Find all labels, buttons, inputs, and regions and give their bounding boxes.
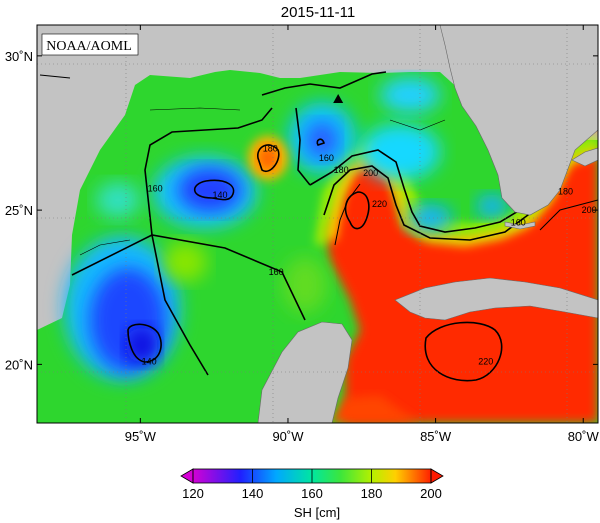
contour-label: 160	[511, 218, 526, 228]
contour-label: 200	[363, 168, 378, 178]
contour-label: 140	[142, 356, 157, 366]
y-axis: 20˚N 25˚N 30˚N	[5, 49, 598, 372]
contour-label: 220	[478, 356, 493, 366]
contour-label: 160	[148, 184, 163, 194]
lat-lon-gridlines	[37, 25, 598, 423]
colorbar: 120 140 160 180 200 SH [cm]	[180, 468, 444, 520]
colorbar-tick-label: 120	[182, 486, 204, 501]
florida-land	[439, 25, 598, 216]
map-title: 2015-11-11	[281, 4, 356, 21]
contour-lines	[39, 69, 598, 382]
x-tick-label: 95˚W	[125, 429, 157, 444]
colorbar-tick-label: 180	[361, 486, 383, 501]
contour-label: 160	[319, 153, 334, 163]
keys-land	[504, 221, 536, 230]
y-tick-label: 25˚N	[5, 203, 33, 218]
colorbar-label: SH [cm]	[294, 505, 340, 520]
colorbar-right-arrow	[430, 468, 444, 484]
station-marker-triangle-icon	[333, 94, 344, 104]
x-tick-label: 85˚W	[420, 429, 452, 444]
contour-label: 160	[269, 267, 284, 277]
colorbar-tick-label: 140	[242, 486, 264, 501]
x-tick-label: 80˚W	[568, 429, 600, 444]
yucatan-land	[257, 321, 353, 423]
contour-label: 220	[372, 199, 387, 209]
contour-label: 200	[582, 205, 597, 215]
colorbar-left-arrow	[180, 468, 194, 484]
x-tick-label: 90˚W	[272, 429, 304, 444]
colorbar-tick-label: 160	[301, 486, 323, 501]
cuba-land	[394, 277, 598, 321]
credit-text: NOAA/AOML	[46, 39, 132, 54]
y-tick-label: 20˚N	[5, 357, 33, 372]
x-axis: 95˚W 90˚W 85˚W 80˚W	[125, 25, 600, 444]
contour-label: 180	[558, 187, 573, 197]
contour-label: 180	[334, 165, 349, 175]
credit-box: NOAA/AOML	[41, 33, 139, 56]
map-frame	[36, 24, 599, 424]
colorbar-ticks: 120 140 160 180 200	[182, 469, 442, 501]
contour-label: 180	[263, 143, 278, 153]
colorbar-tick-label: 200	[420, 486, 442, 501]
bahamas-land	[571, 147, 598, 167]
y-tick-label: 30˚N	[5, 49, 33, 64]
contour-label: 140	[213, 190, 228, 200]
land-masses	[257, 25, 598, 423]
